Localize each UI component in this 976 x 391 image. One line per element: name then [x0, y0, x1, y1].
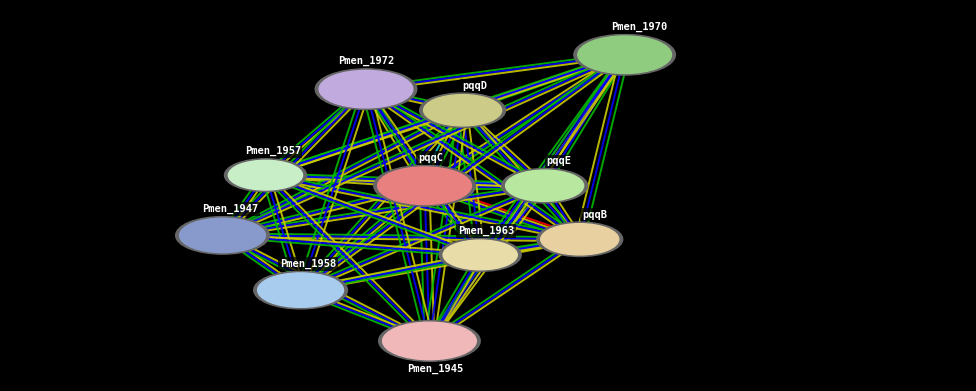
Circle shape: [502, 169, 588, 203]
Circle shape: [574, 34, 675, 75]
Circle shape: [424, 95, 502, 126]
Circle shape: [180, 218, 265, 253]
Circle shape: [439, 239, 521, 271]
Circle shape: [374, 165, 475, 206]
Circle shape: [383, 322, 476, 360]
Circle shape: [258, 273, 344, 307]
Text: pqqB: pqqB: [582, 210, 607, 220]
Circle shape: [176, 217, 269, 254]
Circle shape: [319, 70, 413, 108]
Circle shape: [315, 69, 417, 109]
Circle shape: [541, 224, 619, 255]
Text: pqqD: pqqD: [462, 81, 487, 91]
Circle shape: [378, 167, 471, 204]
Circle shape: [537, 222, 623, 256]
Circle shape: [254, 271, 347, 309]
Circle shape: [228, 160, 303, 190]
Text: Pmen_1957: Pmen_1957: [245, 146, 301, 156]
Circle shape: [578, 36, 671, 74]
Text: pqqC: pqqC: [418, 153, 443, 163]
Text: Pmen_1963: Pmen_1963: [458, 226, 514, 236]
Text: Pmen_1947: Pmen_1947: [202, 204, 258, 214]
Circle shape: [506, 170, 584, 201]
Text: Pmen_1972: Pmen_1972: [338, 56, 394, 66]
Text: Pmen_1958: Pmen_1958: [280, 259, 336, 269]
Text: pqqE: pqqE: [547, 156, 572, 166]
Circle shape: [224, 159, 306, 192]
Circle shape: [379, 321, 480, 361]
Circle shape: [443, 240, 517, 270]
Text: Pmen_1945: Pmen_1945: [407, 364, 464, 374]
Circle shape: [420, 93, 506, 127]
Text: Pmen_1970: Pmen_1970: [611, 22, 668, 32]
